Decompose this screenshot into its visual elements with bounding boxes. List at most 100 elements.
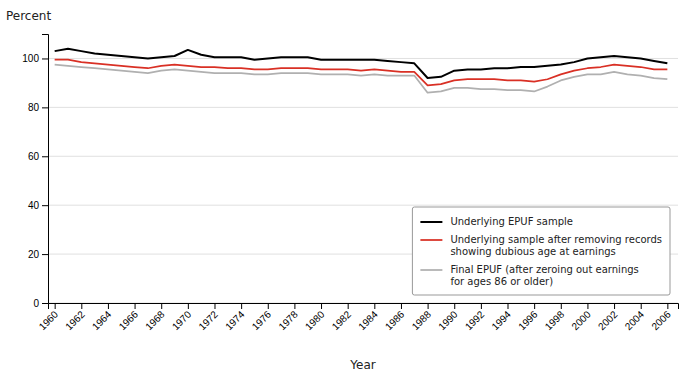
x-tick-label: 1978: [276, 308, 300, 332]
x-tick: 1966: [117, 303, 141, 332]
x-tick: 1960: [37, 303, 61, 332]
grid-line: [48, 156, 678, 157]
legend-box: [412, 207, 670, 295]
y-tick: 60: [28, 151, 48, 162]
lines: [55, 49, 668, 93]
x-tick-label: 1982: [330, 308, 354, 332]
x-axis: 1960196219641966196819701972197419761978…: [37, 303, 679, 332]
x-tick-mark: [294, 303, 295, 309]
y-tick-mark: [42, 107, 48, 108]
x-tick-label: 1994: [489, 308, 513, 332]
legend-label-line: Underlying EPUF sample: [450, 216, 573, 227]
x-tick-label: 1964: [90, 308, 114, 332]
x-tick: 1990: [436, 303, 460, 332]
x-tick-label: 1990: [436, 308, 460, 332]
x-tick: 1972: [196, 303, 220, 332]
y-tick-label: 40: [28, 200, 40, 211]
x-tick: 1964: [90, 303, 114, 332]
x-tick-label: 2006: [649, 308, 673, 332]
x-tick-label: 1974: [223, 308, 247, 332]
legend-item: Final EPUF (after zeroing out earningsfo…: [420, 264, 638, 287]
legend-swatch: [420, 239, 442, 241]
x-tick: 1988: [410, 303, 434, 332]
x-tick-mark: [268, 303, 269, 309]
y-tick-mark: [42, 58, 48, 59]
x-tick-mark: [667, 303, 668, 309]
y-axis-line: [42, 35, 49, 304]
y-tick: 80: [28, 102, 48, 113]
x-tick-label: 1988: [410, 308, 434, 332]
x-tick-mark: [508, 303, 509, 309]
x-tick-label: 1970: [170, 308, 194, 332]
x-tick-mark: [587, 303, 588, 309]
legend: Underlying EPUF sampleUnderlying sample …: [412, 207, 670, 295]
legend-swatch: [420, 269, 442, 271]
x-tick-label: 2004: [623, 308, 647, 332]
x-tick-mark: [481, 303, 482, 309]
y-tick-label: 60: [28, 151, 40, 162]
x-tick: 1986: [383, 303, 407, 332]
x-tick-label: 2000: [569, 308, 593, 332]
grid-line: [48, 107, 678, 108]
x-tick-mark: [135, 303, 136, 309]
x-tick-label: 1996: [516, 308, 540, 332]
chart-container: 1960196219641966196819701972197419761978…: [0, 0, 700, 377]
x-tick-mark: [108, 303, 109, 309]
x-tick-label: 1998: [543, 308, 567, 332]
y-tick-label: 100: [22, 53, 39, 64]
x-tick-mark: [55, 303, 56, 309]
x-tick-mark: [321, 303, 322, 309]
y-tick-mark: [42, 205, 48, 206]
x-axis-title: Year: [349, 358, 375, 372]
series-line: [55, 65, 668, 93]
x-tick-mark: [428, 303, 429, 309]
x-tick: 1982: [330, 303, 354, 332]
x-tick-label: 1976: [250, 308, 274, 332]
x-tick-label: 2002: [596, 308, 620, 332]
x-tick-mark: [188, 303, 189, 309]
x-tick-mark: [374, 303, 375, 309]
x-tick: 1968: [143, 303, 167, 332]
x-tick: 1970: [170, 303, 194, 332]
y-tick: 100: [22, 53, 48, 64]
x-tick-label: 1968: [143, 308, 167, 332]
legend-label-line: for ages 86 or older): [450, 276, 553, 287]
x-tick: 2002: [596, 303, 620, 332]
x-tick-mark: [214, 303, 215, 309]
y-tick-mark: [42, 303, 48, 304]
x-tick: 2006: [649, 303, 673, 332]
y-tick-mark: [42, 156, 48, 157]
x-tick: 1980: [303, 303, 327, 332]
x-tick-label: 1972: [196, 308, 220, 332]
x-tick-label: 1960: [37, 308, 61, 332]
y-tick: 40: [28, 200, 48, 211]
y-tick-label: 0: [33, 298, 39, 309]
x-tick-label: 1966: [117, 308, 141, 332]
x-tick-label: 1992: [463, 308, 487, 332]
x-tick-mark: [241, 303, 242, 309]
plot-area: 1960196219641966196819701972197419761978…: [22, 35, 678, 333]
x-tick-mark: [641, 303, 642, 309]
legend-label: Underlying EPUF sample: [450, 216, 573, 227]
y-tick-label: 20: [28, 249, 40, 260]
x-tick: 1974: [223, 303, 247, 332]
chart-svg: 1960196219641966196819701972197419761978…: [0, 0, 700, 377]
x-tick-mark: [161, 303, 162, 309]
legend-label-line: showing dubious age at earnings: [450, 246, 615, 257]
y-axis: 0 20 40 60 80 100: [22, 35, 48, 309]
x-tick: 1994: [489, 303, 513, 332]
x-tick: 1998: [543, 303, 567, 332]
grid-line: [48, 205, 678, 206]
grid: [48, 58, 678, 303]
x-tick-mark: [81, 303, 82, 309]
x-tick: 1992: [463, 303, 487, 332]
x-tick: 1962: [63, 303, 87, 332]
y-tick-label: 80: [28, 102, 40, 113]
legend-label-line: Final EPUF (after zeroing out earnings: [450, 264, 638, 275]
x-tick-mark: [348, 303, 349, 309]
x-tick: 1984: [356, 303, 380, 332]
x-tick-label: 1986: [383, 308, 407, 332]
x-tick-label: 1980: [303, 308, 327, 332]
y-tick: 20: [28, 249, 48, 260]
legend-item: Underlying EPUF sample: [420, 216, 573, 227]
